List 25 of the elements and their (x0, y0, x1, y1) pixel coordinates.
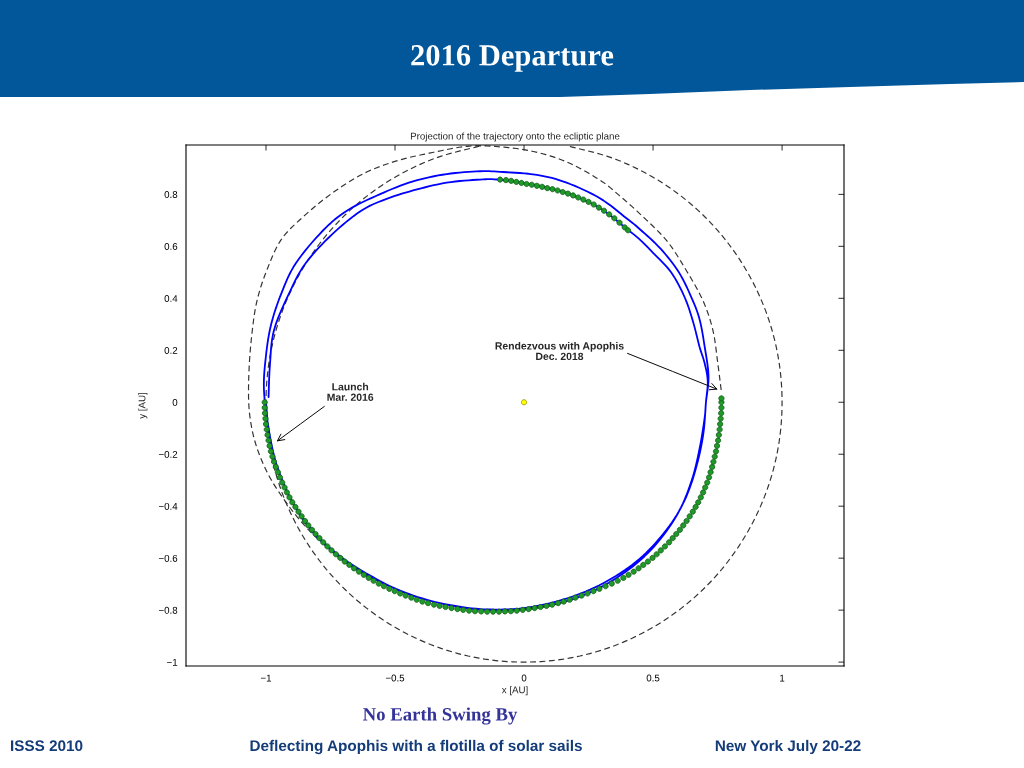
chart-subtitle: Projection of the trajectory onto the ecliptic plane (410, 132, 620, 142)
y-tick-label: 0.8 (164, 191, 178, 198)
y-tick-label: −0.8 (158, 606, 178, 614)
y-tick-label: −1 (167, 658, 178, 666)
y-tick-label: 0.2 (164, 347, 178, 354)
x-tick-label: −1 (260, 674, 272, 682)
x-axis-title: x [AU] (501, 686, 528, 696)
x-tick-label: 1 (780, 674, 785, 682)
y-tick-label: 0.6 (164, 243, 178, 250)
x-tick-label: 0 (521, 674, 527, 682)
y-tick-label: −0.2 (158, 450, 178, 458)
annotation: Launch Mar. 2016 (327, 382, 374, 401)
y-axis-title: y [AU] (138, 392, 148, 419)
x-tick-label: −0.5 (385, 674, 405, 682)
y-tick-label: −0.6 (158, 554, 178, 562)
chart-title: 2016 Departure (411, 45, 614, 72)
x-tick-label: 0.5 (646, 674, 660, 682)
text: Deflecting Apophis with a flotilla of solar sails (250, 739, 582, 755)
y-tick-label: 0.4 (164, 295, 178, 302)
y-tick-label: −0.4 (158, 502, 178, 510)
annotation: Rendezvous with Apophis Dec. 2018 (495, 341, 624, 361)
text: ISSS 2010 (11, 740, 83, 752)
text: New York July 20-22 (715, 739, 861, 755)
y-tick-label: 0 (172, 398, 178, 406)
text: No Earth Swing By (363, 707, 518, 725)
